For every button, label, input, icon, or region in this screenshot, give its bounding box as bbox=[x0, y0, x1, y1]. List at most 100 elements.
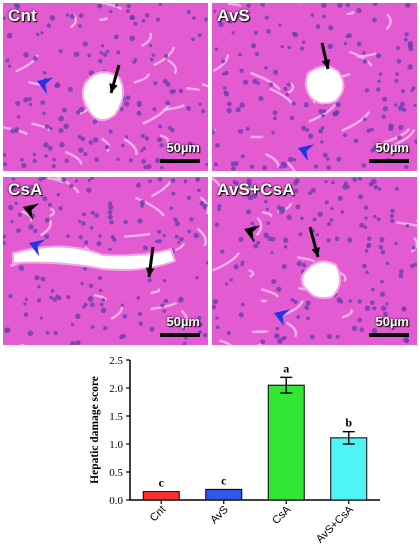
nucleus bbox=[198, 102, 202, 107]
nucleus bbox=[182, 341, 187, 345]
nucleus bbox=[224, 282, 229, 286]
nucleus bbox=[246, 3, 251, 8]
nucleus bbox=[353, 138, 359, 144]
nucleus bbox=[288, 156, 294, 163]
nucleus bbox=[98, 288, 103, 293]
nucleus bbox=[163, 298, 169, 304]
sinusoid bbox=[260, 288, 280, 298]
nucleus bbox=[122, 314, 128, 319]
nucleus bbox=[245, 127, 250, 131]
nucleus bbox=[154, 157, 161, 164]
nucleus bbox=[140, 203, 145, 208]
nucleus bbox=[137, 312, 143, 317]
nucleus bbox=[46, 23, 52, 28]
arrow-head-icon bbox=[311, 247, 320, 257]
nucleus bbox=[227, 101, 232, 107]
nucleus bbox=[55, 294, 60, 299]
nucleus bbox=[140, 133, 146, 139]
nucleus bbox=[40, 276, 46, 282]
nucleus bbox=[395, 72, 399, 76]
nucleus bbox=[3, 240, 6, 246]
sinusoid bbox=[346, 10, 355, 16]
nucleus bbox=[155, 17, 161, 22]
nucleus bbox=[7, 64, 12, 68]
nucleus bbox=[258, 95, 264, 102]
histology-panel-avs-csa: AvS+CsA 50µm bbox=[212, 177, 417, 345]
nucleus bbox=[229, 278, 233, 282]
nucleus bbox=[239, 102, 245, 108]
nucleus bbox=[266, 29, 271, 34]
nucleus bbox=[204, 17, 208, 22]
nucleus bbox=[81, 221, 86, 226]
nucleus bbox=[149, 326, 155, 332]
nucleus bbox=[342, 184, 348, 190]
bar bbox=[142, 491, 180, 501]
arrow-head-icon bbox=[321, 59, 331, 69]
nucleus bbox=[260, 339, 266, 345]
nucleus bbox=[213, 162, 218, 167]
nucleus bbox=[157, 137, 163, 143]
nucleus bbox=[296, 315, 301, 319]
nucleus bbox=[324, 180, 328, 184]
nucleus bbox=[61, 177, 67, 183]
sinusoid bbox=[297, 256, 316, 263]
nucleus bbox=[345, 34, 350, 39]
nucleus bbox=[29, 184, 34, 189]
sinusoid bbox=[255, 216, 263, 237]
nucleus bbox=[78, 13, 84, 18]
arrowhead-icon bbox=[29, 239, 46, 257]
nucleus bbox=[83, 266, 88, 271]
nucleus bbox=[3, 152, 7, 157]
sinusoid bbox=[196, 227, 207, 247]
sinusoid bbox=[286, 161, 296, 171]
nucleus bbox=[280, 161, 286, 167]
nucleus bbox=[163, 54, 169, 59]
sinusoid bbox=[201, 83, 208, 88]
nucleus bbox=[217, 207, 221, 212]
nucleus bbox=[270, 236, 276, 242]
sinusoid bbox=[243, 186, 254, 192]
nucleus bbox=[335, 102, 341, 108]
nucleus bbox=[10, 128, 16, 134]
nucleus bbox=[301, 262, 307, 268]
nucleus bbox=[368, 181, 374, 187]
nucleus bbox=[304, 305, 310, 311]
nucleus bbox=[373, 184, 379, 190]
nucleus bbox=[222, 86, 227, 90]
nucleus bbox=[233, 160, 239, 167]
x-tick-label: Cnt bbox=[148, 504, 169, 525]
nucleus bbox=[8, 293, 13, 299]
nucleus bbox=[380, 279, 384, 284]
central-vein bbox=[12, 245, 177, 271]
nucleus bbox=[78, 219, 82, 224]
nucleus bbox=[157, 239, 162, 244]
nucleus bbox=[141, 19, 146, 23]
nucleus bbox=[170, 127, 175, 133]
nucleus bbox=[364, 305, 371, 312]
nucleus bbox=[44, 234, 50, 240]
nucleus bbox=[82, 41, 88, 47]
nucleus bbox=[363, 117, 367, 122]
nucleus bbox=[139, 199, 145, 205]
nucleus bbox=[6, 32, 13, 39]
nucleus bbox=[141, 159, 146, 164]
sinusoid bbox=[212, 128, 217, 134]
nucleus bbox=[100, 44, 105, 48]
nucleus bbox=[303, 102, 309, 108]
nucleus bbox=[4, 327, 10, 333]
nucleus bbox=[327, 43, 334, 50]
nucleus bbox=[165, 81, 171, 87]
sinusoid bbox=[48, 207, 56, 218]
tissue-image bbox=[3, 3, 208, 171]
nucleus bbox=[271, 130, 275, 135]
nucleus bbox=[148, 179, 152, 184]
nucleus bbox=[153, 81, 158, 86]
nucleus bbox=[375, 53, 382, 59]
nucleus bbox=[322, 152, 328, 158]
nucleus bbox=[233, 264, 239, 270]
nucleus bbox=[44, 124, 50, 130]
nucleus bbox=[103, 326, 108, 331]
nucleus bbox=[365, 270, 369, 275]
significance-letter: c bbox=[221, 473, 227, 487]
nucleus bbox=[321, 126, 325, 130]
